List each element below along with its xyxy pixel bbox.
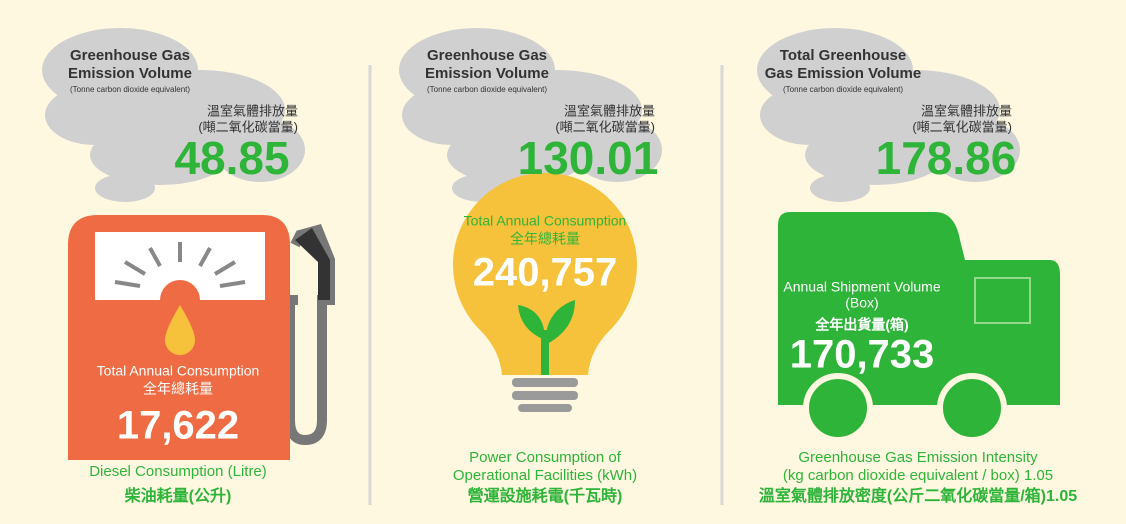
cloud-title: Emission Volume (68, 65, 192, 82)
caption: Power Consumption of (469, 449, 622, 466)
cloud-title: Total Greenhouse (780, 47, 906, 64)
icon-label-zh: 全年總耗量 (510, 231, 580, 247)
caption: Greenhouse Gas Emission Intensity (798, 449, 1038, 466)
cloud-title: Gas Emission Volume (765, 65, 921, 82)
cloud-title: Emission Volume (425, 65, 549, 82)
cloud-title-zh: 溫室氣體排放量 (921, 103, 1012, 118)
caption: 柴油耗量(公升) (124, 486, 232, 505)
icon-label: Total Annual Consumption (464, 213, 627, 229)
icon-value: 170,733 (790, 333, 935, 377)
icon-label: Annual Shipment Volume (783, 279, 940, 295)
caption: (kg carbon dioxide equivalent / box) 1.0… (783, 467, 1053, 484)
icon-value: 240,757 (473, 251, 618, 295)
cloud-title: Greenhouse Gas (70, 47, 190, 64)
icon-label-zh: 全年總耗量 (143, 381, 213, 397)
cloud-title-zh: 溫室氣體排放量 (564, 103, 655, 118)
icon-label-zh: 全年出貨量(箱) (814, 317, 908, 333)
caption: 營運設施耗電(千瓦時) (468, 486, 623, 505)
cloud-unit: (Tonne carbon dioxide equivalent) (70, 85, 190, 94)
icon-label: Total Annual Consumption (97, 363, 260, 379)
emission-value: 130.01 (518, 132, 659, 184)
cloud-unit: (Tonne carbon dioxide equivalent) (427, 85, 547, 94)
cloud-unit: (Tonne carbon dioxide equivalent) (783, 85, 903, 94)
icon-value: 17,622 (117, 404, 239, 448)
infographic: Greenhouse GasEmission Volume(Tonne carb… (0, 0, 1126, 524)
emission-value: 48.85 (174, 132, 289, 184)
caption: Operational Facilities (kWh) (453, 467, 637, 484)
caption: Diesel Consumption (Litre) (89, 463, 267, 480)
caption: 溫室氣體排放密度(公斤二氧化碳當量/箱)1.05 (759, 486, 1077, 505)
cloud-title-zh: 溫室氣體排放量 (207, 103, 298, 118)
emission-value: 178.86 (876, 132, 1017, 184)
icon-label: (Box) (845, 295, 878, 311)
cloud-title: Greenhouse Gas (427, 47, 547, 64)
